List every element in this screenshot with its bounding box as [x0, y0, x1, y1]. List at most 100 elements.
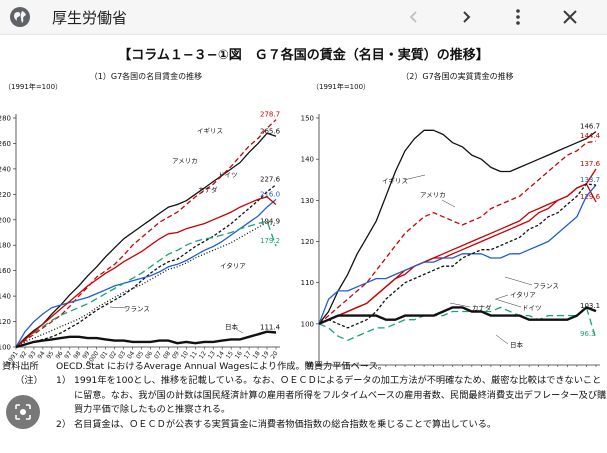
x-tick-label: 09 — [171, 350, 181, 360]
series-name-label: フランス — [533, 282, 559, 290]
real-wage-chart: （2）G7各国の実質賃金の推移（1991年=100）（年）90100110120… — [301, 71, 601, 368]
note-1-number: 1） — [56, 375, 72, 387]
series-line-ドイツ — [318, 184, 597, 325]
series-line-イギリス — [318, 129, 597, 325]
y-tick-label: 220 — [0, 191, 11, 199]
x-tick-label: 95 — [45, 350, 55, 360]
y-tick-label: 130 — [301, 197, 314, 205]
y-tick-label: 150 — [301, 115, 314, 123]
y-tick-label: 180 — [0, 242, 11, 250]
nominal-wage-chart: （1）G7各国の名目賃金の推移（1991年=100）（年）10012014016… — [0, 71, 281, 367]
lens-icon[interactable] — [6, 395, 40, 429]
series-line-イギリス — [15, 132, 277, 348]
x-tick-label: 97 — [63, 350, 73, 360]
series-name-label: イギリス — [382, 177, 408, 185]
more-vert-icon[interactable] — [507, 6, 529, 28]
leader-line — [494, 298, 522, 308]
series-line-カナダ — [15, 184, 277, 348]
leader-line — [235, 328, 244, 334]
y-tick-label: 120 — [0, 318, 11, 326]
y-tick-label: 110 — [301, 279, 314, 287]
y-tick-label: 140 — [0, 293, 11, 301]
x-tick-label: 94 — [36, 350, 46, 360]
forward-icon[interactable] — [455, 6, 477, 28]
leader-line — [495, 334, 509, 345]
chart-title: （2）G7各国の実質賃金の推移 — [401, 71, 513, 81]
x-tick-label: 10 — [180, 350, 190, 360]
series-name-label: イタリア — [510, 290, 536, 299]
figure-heading: 【コラム１−３−①図 Ｇ７各国の賃金（名目・実質）の推移】 — [118, 48, 489, 63]
end-value-label: 133.7 — [580, 176, 600, 184]
end-value-label: 103.1 — [580, 302, 600, 310]
x-tick-label: 17 — [243, 350, 253, 360]
end-value-label: 129.6 — [580, 193, 601, 201]
series-line-extra-2 — [318, 183, 597, 325]
series-name-label: ドイツ — [522, 304, 542, 312]
series-name-label: イギリス — [197, 127, 223, 135]
y-tick-label: 200 — [0, 216, 11, 224]
x-tick-label: 01 — [99, 350, 109, 360]
x-tick-label: 02 — [108, 350, 118, 360]
x-tick-label: 96 — [54, 350, 64, 360]
y-axis-label: （1991年=100） — [4, 82, 62, 91]
series-line-カナダ — [318, 183, 597, 329]
end-value-label: 265.6 — [260, 127, 281, 135]
x-tick-label: 03 — [117, 350, 127, 360]
x-tick-label: 11 — [189, 350, 199, 360]
y-axis-label: （1991年=100） — [312, 82, 370, 91]
y-tick-label: 160 — [0, 267, 11, 275]
x-tick-label: 20 — [270, 350, 280, 360]
x-tick-label: 06 — [144, 350, 154, 360]
figure-notes: 資料出所 OECD.Stat におけるAverage Annual Wagesに… — [2, 360, 607, 432]
x-tick-label: 14 — [216, 350, 226, 360]
x-tick-label: 07 — [153, 350, 163, 360]
end-value-label: 96.3 — [580, 330, 596, 338]
x-tick-label: 12 — [198, 350, 208, 360]
globe-icon[interactable] — [9, 6, 31, 28]
end-value-label: 144.4 — [580, 132, 601, 140]
leader-line — [109, 306, 128, 309]
x-tick-label: 05 — [135, 350, 145, 360]
x-tick-label: 16 — [234, 350, 244, 360]
end-value-label: 278.7 — [260, 111, 280, 119]
series-name-label: カナダ — [198, 185, 218, 194]
series-line-extra-6 — [15, 196, 277, 348]
series-name-label: アメリカ — [172, 157, 198, 165]
leader-line — [449, 302, 471, 308]
y-tick-label: 260 — [0, 140, 11, 148]
series-line-日本 — [318, 306, 597, 325]
series-line-日本 — [15, 330, 277, 349]
series-line-フランス — [318, 168, 597, 325]
x-tick-label: 04 — [126, 350, 136, 360]
series-name-label: ドイツ — [218, 171, 238, 179]
x-tick-label: 13 — [207, 350, 217, 360]
x-tick-label: 92 — [18, 350, 28, 360]
back-icon[interactable] — [403, 6, 425, 28]
article-image: 【コラム１−３−①図 Ｇ７各国の賃金（名目・実質）の推移】 （1）G7各国の名目… — [0, 35, 607, 453]
y-tick-label: 280 — [0, 115, 11, 123]
y-tick-label: 100 — [0, 344, 11, 352]
end-value-label: 194.9 — [260, 217, 280, 225]
close-icon[interactable] — [559, 6, 581, 28]
end-value-label: 227.6 — [260, 176, 281, 184]
x-tick-label: 93 — [27, 350, 37, 360]
x-tick-label: 18 — [252, 350, 262, 360]
x-tick-label: 19 — [261, 350, 271, 360]
leader-line — [495, 294, 509, 300]
end-value-label: 137.6 — [580, 160, 601, 168]
note-label: （注） — [15, 375, 43, 387]
end-value-label: 179.2 — [260, 237, 280, 245]
series-name-label: 日本 — [510, 340, 524, 349]
source-text: OECD.Stat におけるAverage Annual Wagesにより作成。… — [56, 361, 387, 372]
site-title: 厚生労働省 — [52, 9, 128, 27]
note-2-number: 2） — [56, 418, 72, 430]
y-tick-label: 90 — [305, 362, 314, 368]
series-line-イタリア — [318, 306, 597, 341]
x-tick-label: 15 — [225, 350, 235, 360]
series-line-ドイツ — [15, 198, 277, 348]
browser-top-bar: 厚生労働省 — [0, 0, 607, 35]
y-tick-label: 100 — [301, 320, 314, 328]
x-tick-label: 98 — [72, 350, 82, 360]
x-tick-label: 08 — [162, 350, 172, 360]
series-name-label: アメリカ — [420, 191, 446, 199]
